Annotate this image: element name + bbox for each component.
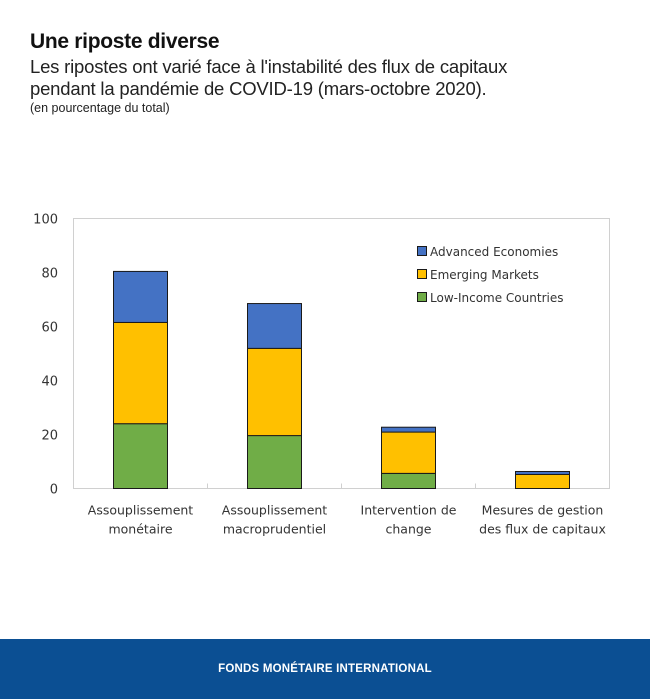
bar-segment-emerging-markets [515, 473, 570, 489]
chart-subtitle: Les ripostes ont varié face à l'instabil… [30, 56, 630, 100]
y-tick-label: 20 [41, 429, 58, 444]
footer-text: FONDS MONÉTAIRE INTERNATIONAL [218, 663, 432, 675]
bar-segment-emerging-markets [381, 431, 436, 474]
legend-label: Low-Income Countries [430, 291, 563, 305]
y-tick-label: 0 [50, 483, 58, 498]
bar-segment-advanced-economies [247, 303, 302, 349]
x-category-label: Mesures de gestion [482, 503, 604, 518]
y-tick-label: 100 [33, 213, 58, 228]
legend-label: Emerging Markets [430, 268, 539, 282]
subtitle-line-1: Les ripostes ont varié face à l'instabil… [30, 56, 508, 77]
bar-segment-emerging-markets [113, 321, 168, 425]
chart-title: Une riposte diverse [30, 30, 220, 53]
y-tick-label: 40 [41, 375, 58, 390]
x-category-label: Intervention de [361, 503, 457, 518]
unit-label: (en pourcentage du total) [30, 101, 170, 115]
legend-swatch [417, 269, 427, 279]
legend-swatch [417, 246, 427, 256]
footer-bar: FONDS MONÉTAIRE INTERNATIONAL [0, 639, 650, 699]
x-category-label: change [385, 522, 431, 537]
stacked-bar-chart: 0 20 40 60 80 100 Assouplissement monétaire Ass… [33, 213, 610, 537]
x-category-label: des flux de capitaux [479, 522, 606, 537]
bar-segment-low-income-countries [381, 472, 436, 490]
bar-segment-advanced-economies [515, 470, 570, 475]
legend-swatch [417, 292, 427, 302]
subtitle-line-2: pendant la pandémie de COVID-19 (mars-oc… [30, 78, 487, 99]
bar-segment-advanced-economies [381, 426, 436, 433]
bar-segment-low-income-countries [247, 435, 302, 489]
x-category-label: Assouplissement [222, 503, 328, 518]
x-category-label: monétaire [108, 522, 172, 537]
y-tick-label: 60 [41, 321, 58, 336]
x-category-label: Assouplissement [88, 503, 194, 518]
legend-label: Advanced Economies [430, 245, 558, 259]
bar-segment-low-income-countries [113, 423, 168, 489]
y-tick-label: 80 [41, 267, 58, 282]
bar-segment-advanced-economies [113, 270, 168, 323]
bar-segment-emerging-markets [247, 347, 302, 437]
x-category-label: macroprudentiel [223, 522, 326, 537]
